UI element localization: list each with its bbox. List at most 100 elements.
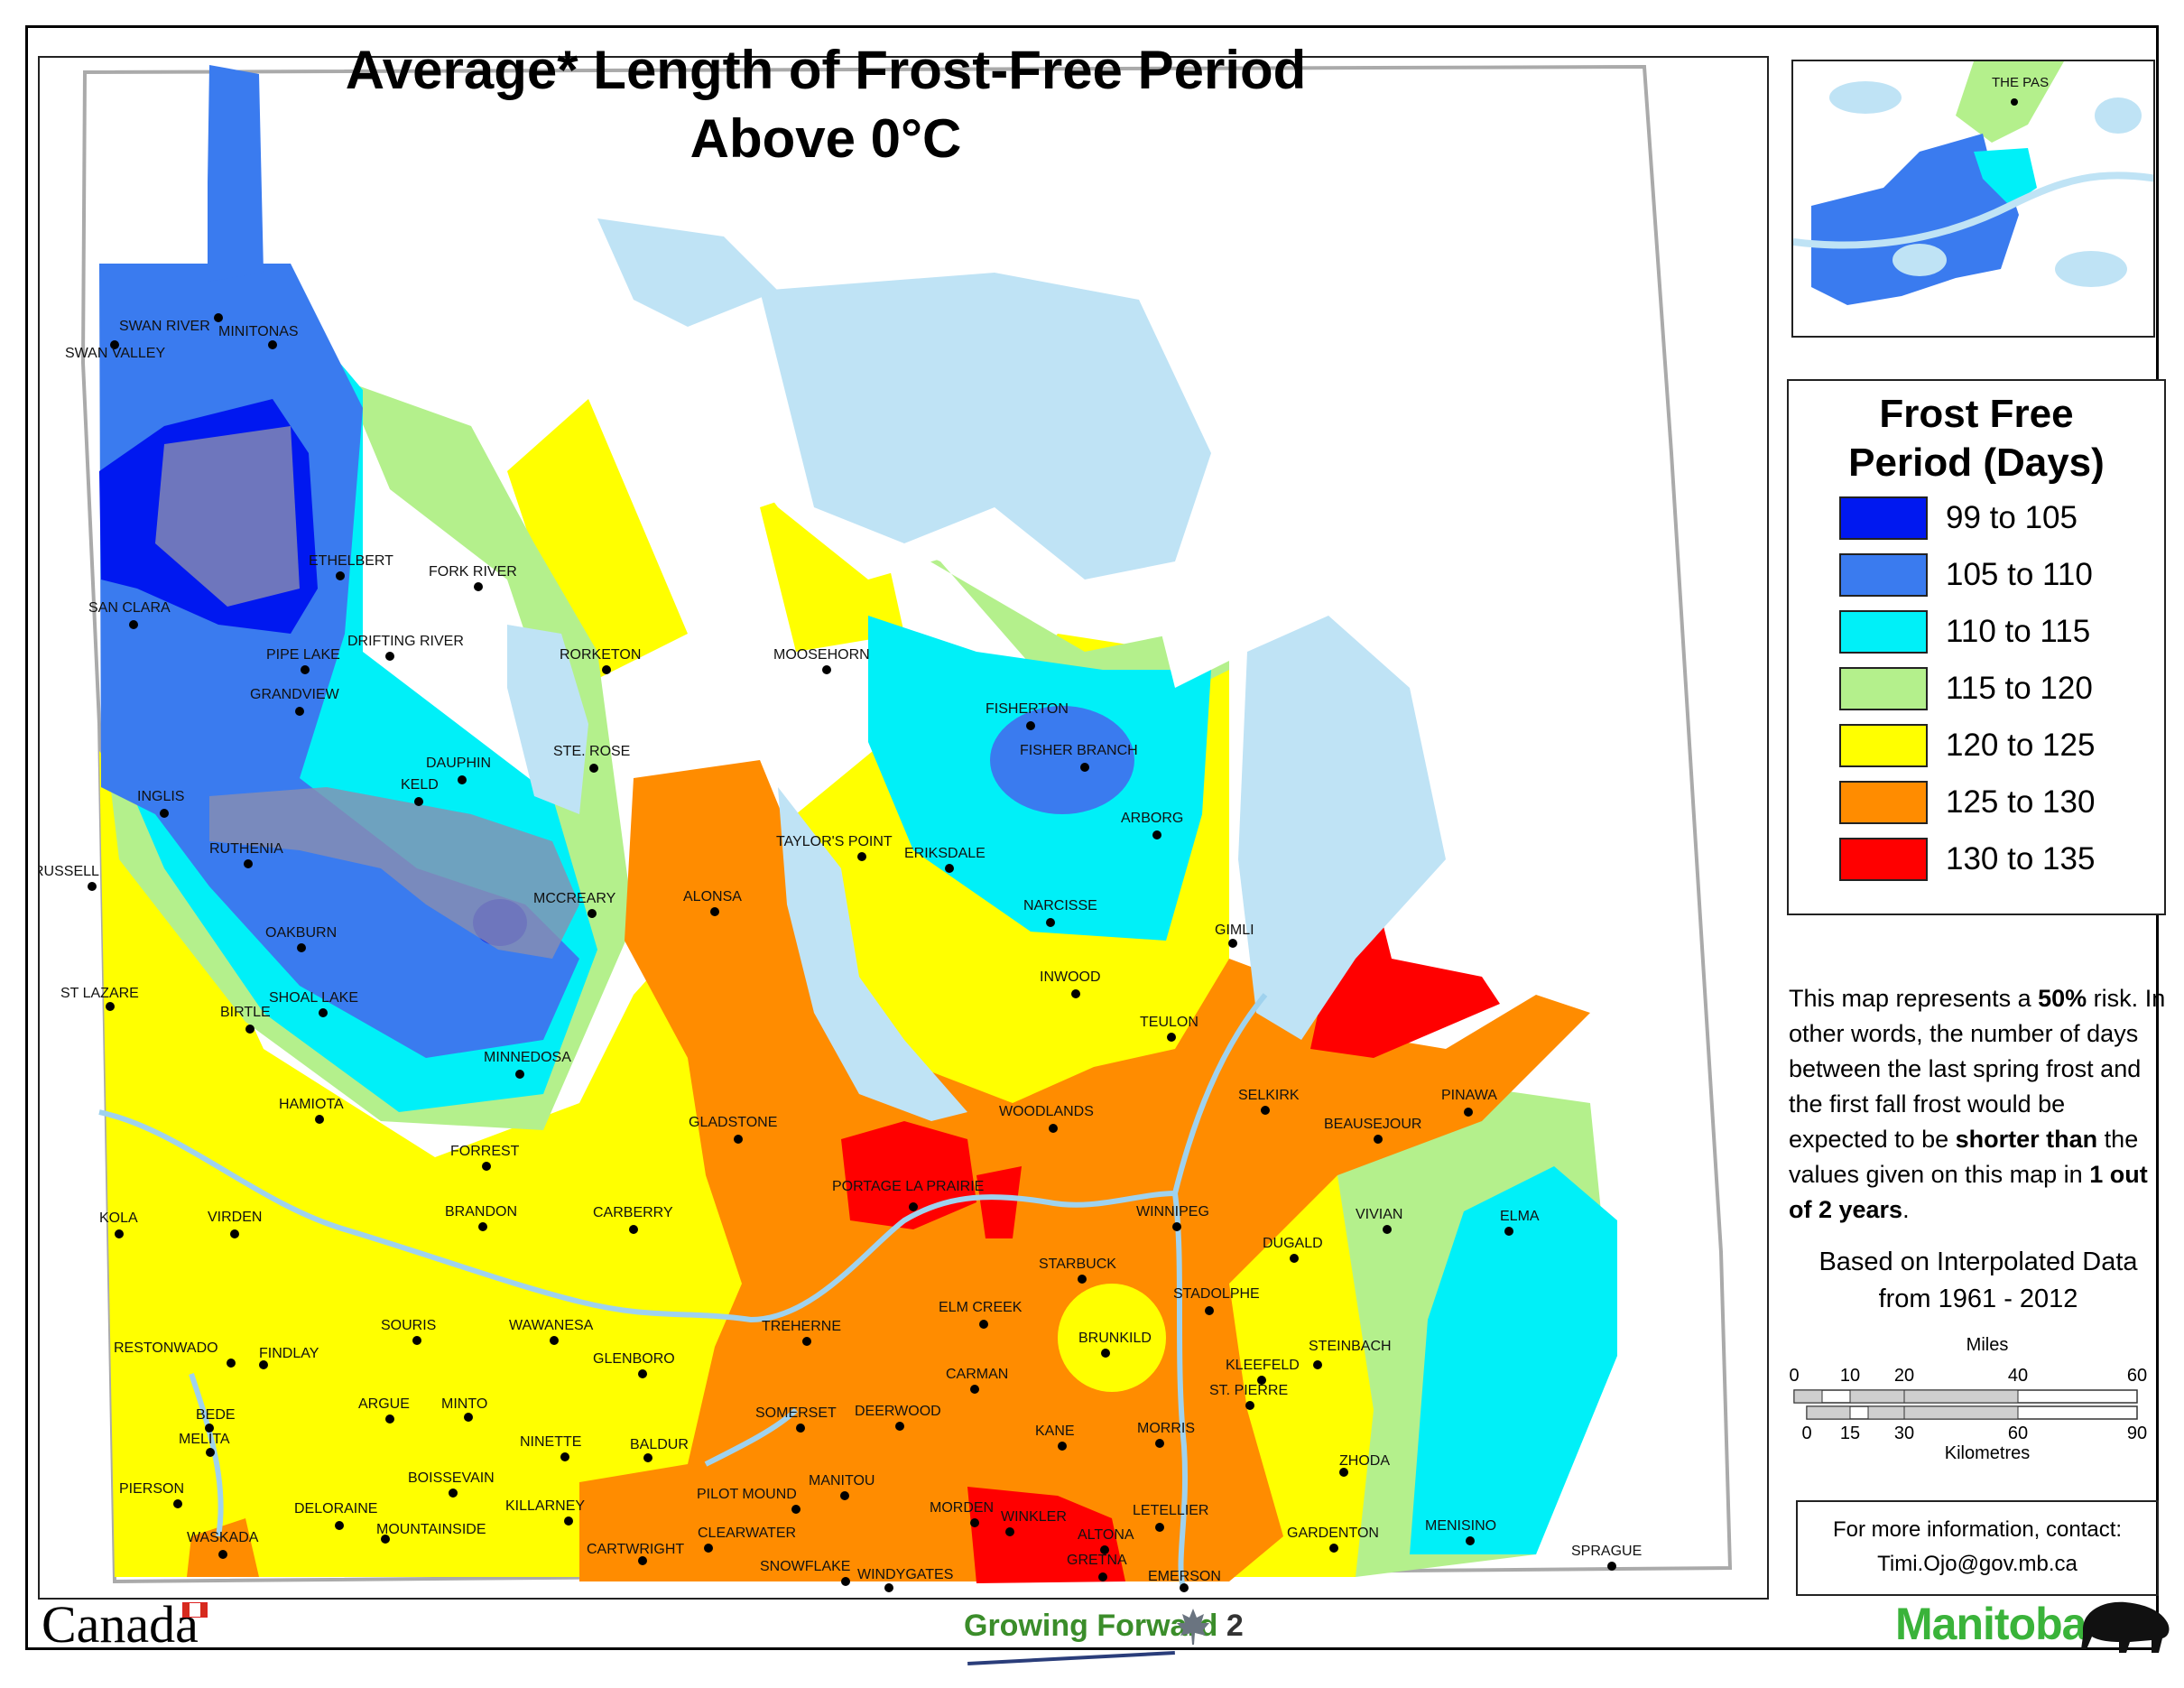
town-dot <box>214 313 223 322</box>
town-dot <box>1101 1349 1110 1358</box>
town-marker: PIERSON <box>119 1481 184 1508</box>
town-label: WINKLER <box>1001 1509 1067 1525</box>
town-label: ARGUE <box>358 1396 410 1412</box>
town-label: EMERSON <box>1148 1569 1221 1584</box>
legend-label: 115 to 120 <box>1946 671 2093 706</box>
town-label: GLADSTONE <box>689 1115 777 1130</box>
town-label: WINNIPEG <box>1136 1204 1209 1220</box>
risk-note-p1: This map represents a <box>1789 985 2039 1012</box>
town-marker: SWAN VALLEY <box>65 340 165 361</box>
town-marker: SOMERSET <box>755 1405 837 1433</box>
town-marker: FORREST <box>450 1144 520 1171</box>
town-label: TAYLOR'S POINT <box>776 834 893 849</box>
town-marker: BRUNKILD <box>1078 1331 1152 1358</box>
town-marker: RUSSELL <box>40 864 99 891</box>
town-label: BRANDON <box>445 1204 517 1220</box>
town-label: FINDLAY <box>259 1346 319 1361</box>
town-dot <box>88 882 97 891</box>
town-dot <box>129 620 138 629</box>
inset-map-the-pas: THE PAS <box>1791 60 2155 338</box>
town-dot <box>1005 1527 1014 1536</box>
maple-leaf-icon <box>1177 1609 1209 1645</box>
town-marker: BEDE <box>196 1407 236 1433</box>
town-label: MOUNTAINSIDE <box>376 1522 486 1537</box>
town-dot <box>1026 721 1035 730</box>
contact-line1: For more information, contact: <box>1832 1517 2123 1542</box>
growing-forward-swoosh <box>967 1650 1175 1666</box>
town-marker: VIVIAN <box>1356 1207 1402 1234</box>
town-label: ERIKSDALE <box>904 846 986 861</box>
town-label: RUSSELL <box>40 864 99 879</box>
town-dot <box>945 864 954 873</box>
risk-note-p2: In other words, the number of days betwe… <box>1789 985 2166 1153</box>
town-dot <box>1313 1360 1322 1369</box>
town-label: MENISINO <box>1425 1518 1496 1534</box>
town-marker: STEINBACH <box>1309 1339 1392 1369</box>
town-marker: GLADSTONE <box>689 1115 777 1144</box>
town-label: NARCISSE <box>1023 898 1097 914</box>
town-dot <box>412 1336 421 1345</box>
town-dot <box>381 1535 390 1544</box>
town-dot <box>979 1320 988 1329</box>
town-label: TREHERNE <box>762 1319 841 1334</box>
town-label: MOOSEHORN <box>773 647 870 663</box>
town-dot <box>110 340 119 349</box>
town-marker: OAKBURN <box>265 925 337 952</box>
town-label: SAN CLARA <box>88 600 171 616</box>
town-dot <box>297 943 306 952</box>
town-marker: BRANDON <box>445 1204 517 1231</box>
town-dot <box>449 1489 458 1498</box>
legend-label: 110 to 115 <box>1946 614 2091 649</box>
town-label: NINETTE <box>520 1434 581 1450</box>
the-pas-label: THE PAS <box>1992 75 2049 90</box>
town-marker: ARBORG <box>1121 811 1183 839</box>
town-dot <box>970 1518 979 1527</box>
scale-miles-tick: 0 <box>1789 1366 1799 1386</box>
town-marker: KELD <box>401 777 439 806</box>
town-dot <box>1049 1124 1058 1133</box>
town-dot <box>464 1413 473 1422</box>
town-label: PILOT MOUND <box>697 1487 797 1502</box>
town-marker: MELITA <box>179 1432 230 1457</box>
town-marker: FORK RIVER <box>429 564 517 591</box>
town-marker: WINDYGATES <box>857 1567 953 1592</box>
town-marker: GLENBORO <box>593 1351 675 1378</box>
town-marker: PIPE LAKE <box>266 647 340 674</box>
town-label: MORRIS <box>1137 1421 1195 1436</box>
town-label: BEDE <box>196 1407 236 1423</box>
town-dot <box>414 797 423 806</box>
town-dot <box>734 1135 743 1144</box>
town-dot <box>1261 1106 1270 1115</box>
town-marker: GARDENTON <box>1287 1526 1379 1553</box>
scale-km-tick: 15 <box>1840 1424 1860 1443</box>
town-label: TEULON <box>1140 1015 1198 1030</box>
town-dot <box>295 707 304 716</box>
town-marker: LETELLIER <box>1133 1503 1208 1532</box>
town-marker: BALDUR <box>630 1437 689 1462</box>
town-marker: GRANDVIEW <box>250 687 340 716</box>
town-dot <box>643 1453 652 1462</box>
contact-email[interactable]: Timi.Ojo@gov.mb.ca <box>1877 1552 2078 1576</box>
town-label: OAKBURN <box>265 925 337 941</box>
town-marker: CARTWRIGHT <box>587 1542 684 1565</box>
town-label: STARBUCK <box>1039 1257 1116 1272</box>
town-marker: KANE <box>1035 1424 1075 1451</box>
legend-label: 125 to 130 <box>1946 784 2096 820</box>
riding-mountain-park <box>209 787 579 959</box>
source-line2: from 1961 - 2012 <box>1878 1285 2078 1313</box>
town-dot <box>550 1336 559 1345</box>
town-label: ALONSA <box>683 889 742 904</box>
contact-box: For more information, contact: Timi.Ojo@… <box>1796 1500 2159 1596</box>
town-label: SPRAGUE <box>1571 1544 1642 1559</box>
town-marker: MANITOU <box>809 1473 875 1500</box>
town-marker: GRETNA <box>1067 1553 1127 1581</box>
town-dot <box>245 1025 254 1034</box>
town-dot <box>1058 1442 1067 1451</box>
town-marker: ST LAZARE <box>60 986 139 1011</box>
town-marker: ERIKSDALE <box>904 846 986 873</box>
growing-forward-number: 2 <box>1217 1609 1244 1643</box>
source-line1: Based on Interpolated Data <box>1818 1247 2138 1276</box>
town-marker: INGLIS <box>137 789 184 818</box>
town-label: RUTHENIA <box>209 841 283 857</box>
town-label: BIRTLE <box>220 1005 271 1020</box>
